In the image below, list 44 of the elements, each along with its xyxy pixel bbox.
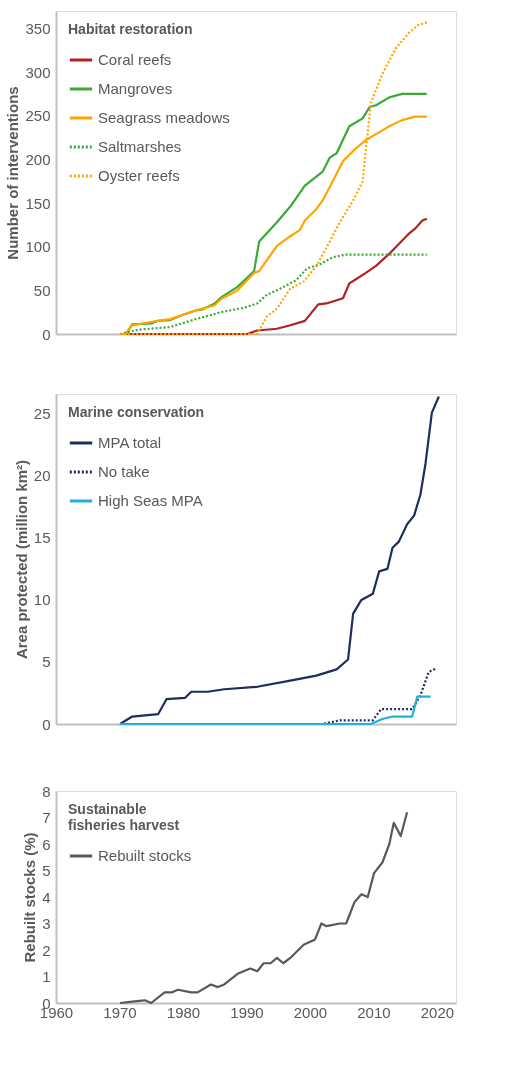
legend-label: Seagrass meadows xyxy=(98,109,230,126)
y-tick-label: 4 xyxy=(42,888,51,906)
y-tick-label: 0 xyxy=(42,715,51,733)
y-tick-label: 3 xyxy=(42,915,51,932)
legend-label: Oyster reefs xyxy=(98,167,180,184)
legend-label: Mangroves xyxy=(98,80,173,97)
legend-label: High Seas MPA xyxy=(98,492,203,509)
y-tick-label: 7 xyxy=(42,809,51,826)
y-tick-label: 300 xyxy=(25,63,51,81)
y-tick-label: 10 xyxy=(33,591,51,609)
legend-title: Habitat restoration xyxy=(68,21,193,37)
y-tick-label: 350 xyxy=(25,19,51,37)
y-tick-label: 100 xyxy=(25,238,51,256)
x-tick-label: 1980 xyxy=(166,1003,201,1021)
y-axis-title: Area protected (million km²) xyxy=(12,459,30,660)
y-tick-label: 150 xyxy=(25,194,51,212)
y-tick-label: 1 xyxy=(42,968,51,985)
y-tick-label: 5 xyxy=(42,653,51,671)
line-series xyxy=(119,695,432,726)
legend-label: Coral reefs xyxy=(98,51,172,68)
legend-title: Marine conservation xyxy=(68,404,205,420)
y-tick-label: 250 xyxy=(25,107,51,125)
x-tick-label: 2010 xyxy=(357,1003,391,1021)
legend-label: MPA total xyxy=(98,434,162,451)
y-tick-label: 8 xyxy=(42,782,51,800)
y-axis-title: Number of interventions xyxy=(4,86,22,260)
legend-label: Saltmarshes xyxy=(98,138,182,155)
legend-title: Sustainable fisheries harvest xyxy=(68,801,180,833)
y-tick-label: 6 xyxy=(42,835,51,853)
y-tick-label: 25 xyxy=(33,405,51,423)
y-tick-label: 0 xyxy=(42,325,51,343)
legend-label: No take xyxy=(98,463,150,480)
legend-label: Rebuilt stocks xyxy=(98,847,192,864)
y-tick-label: 2 xyxy=(42,941,51,959)
x-tick-label: 1990 xyxy=(230,1003,264,1021)
y-tick-label: 50 xyxy=(33,281,51,299)
y-axis-title: Rebuilt stocks (%) xyxy=(21,832,39,963)
x-tick-label: 2020 xyxy=(420,1003,455,1021)
y-tick-label: 200 xyxy=(25,150,51,168)
x-tick-label: 2000 xyxy=(293,1003,328,1021)
y-tick-label: 15 xyxy=(33,529,51,547)
y-tick-label: 20 xyxy=(33,467,51,485)
x-tick-label: 1970 xyxy=(103,1003,137,1021)
y-tick-label: 5 xyxy=(42,862,51,879)
